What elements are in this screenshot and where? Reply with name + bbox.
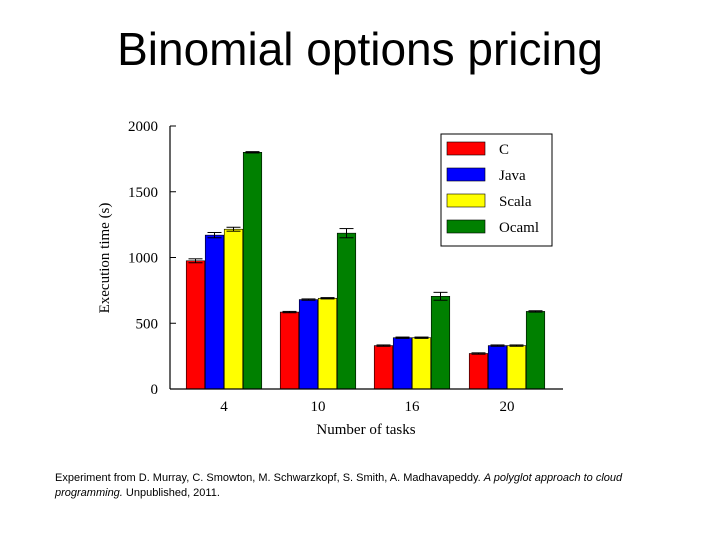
y-tick-label: 1500: [128, 185, 158, 201]
bar-scala-4: [223, 228, 244, 390]
bar-ocaml-10: [336, 232, 357, 390]
legend-swatch-java: [446, 167, 486, 182]
legend-label-java: Java: [499, 168, 526, 184]
caption-authors: Experiment from D. Murray, C. Smowton, M…: [55, 472, 484, 484]
bar-ocaml-4: [242, 152, 263, 390]
citation-caption: Experiment from D. Murray, C. Smowton, M…: [55, 471, 665, 501]
bar-scala-20: [506, 345, 527, 390]
slide-title: Binomial options pricing: [117, 23, 603, 75]
bar-c-20: [468, 353, 489, 390]
x-tick-label: 10: [311, 399, 326, 415]
bar-ocaml-16: [430, 295, 451, 390]
legend-label-c: C: [499, 142, 509, 158]
y-tick-label: 1000: [128, 251, 158, 267]
bar-c-16: [373, 345, 394, 390]
bar-scala-10: [317, 297, 338, 390]
y-tick-label: 500: [136, 316, 159, 332]
bar-ocaml-20: [525, 311, 546, 390]
bar-java-20: [487, 345, 508, 390]
bar-c-10: [279, 311, 300, 390]
bar-scala-16: [411, 337, 432, 390]
legend-label-scala: Scala: [499, 194, 532, 210]
caption-status: Unpublished, 2011.: [122, 487, 220, 499]
x-axis-label: Number of tasks: [316, 422, 415, 438]
y-axis-label: Execution time (s): [97, 203, 113, 314]
bar-c-4: [185, 260, 206, 390]
legend-swatch-c: [446, 141, 486, 156]
x-tick-label: 4: [220, 399, 228, 415]
x-tick-label: 20: [500, 399, 515, 415]
y-tick-label: 2000: [128, 119, 158, 135]
x-tick-label: 16: [405, 399, 421, 415]
bar-java-4: [204, 234, 225, 390]
bar-java-16: [392, 337, 413, 390]
legend-swatch-scala: [446, 193, 486, 208]
y-tick-label: 0: [151, 382, 159, 398]
bar-java-10: [298, 299, 319, 390]
legend-swatch-ocaml: [446, 219, 486, 234]
legend-label-ocaml: Ocaml: [499, 220, 539, 236]
caption-paper-title: A polyglot approach to cloud programming…: [55, 472, 623, 499]
